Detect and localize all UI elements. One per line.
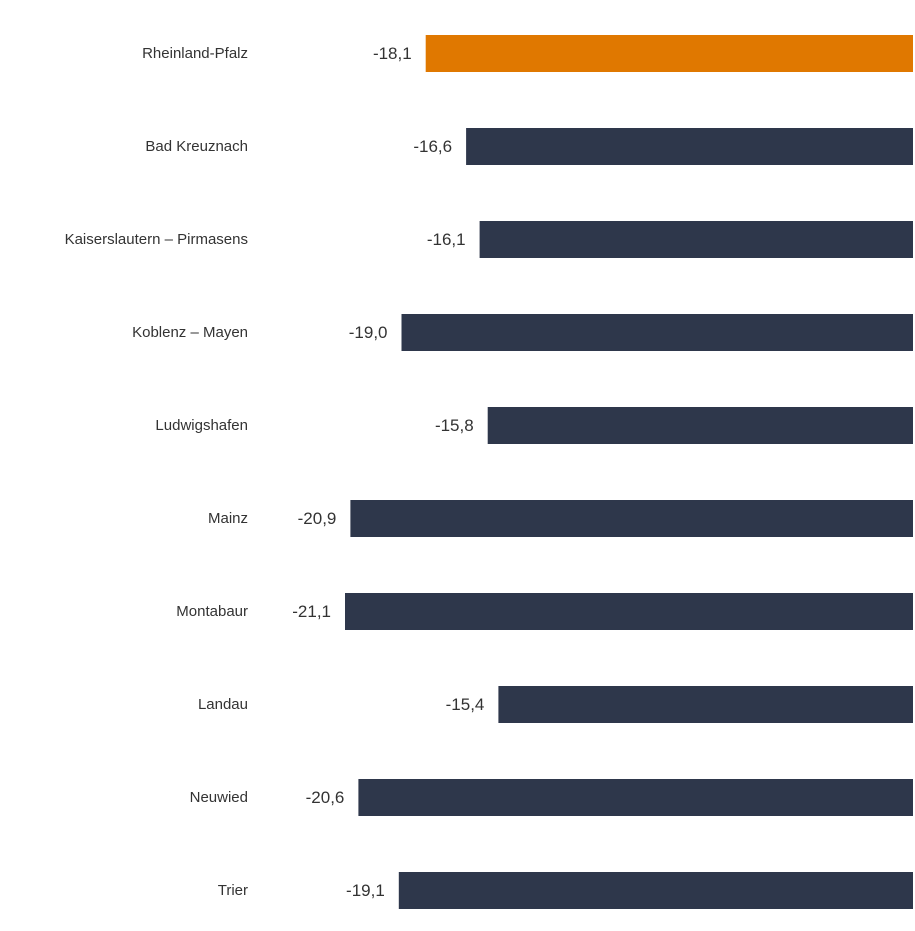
category-labels: Rheinland-Pfalz Bad Kreuznach Kaiserslaute… [65,45,248,899]
value-label-landau: -15,4 [446,695,485,714]
bar-trier [398,872,913,909]
value-label-mainz: -20,9 [298,509,337,528]
value-label-koblenz-mayen: -19,0 [349,323,388,342]
value-label-neuwied: -20,6 [306,788,345,807]
value-label-montabaur: -21,1 [292,602,331,621]
value-label-ludwigshafen: -15,8 [435,416,474,435]
value-labels: -18,1 -16,6 -16,1 -19,0 -15,8 -20,9 -21,1 -15,4… [292,44,484,900]
bar-montabaur [345,593,913,630]
bar-neuwied [358,779,913,816]
category-label-ludwigshafen: Ludwigshafen [155,417,248,434]
category-label-trier: Trier [218,882,248,899]
bar-koblenz-mayen [401,314,913,351]
category-label-montabaur: Montabaur [176,603,248,620]
category-label-neuwied: Neuwied [190,789,248,806]
category-label-landau: Landau [198,696,248,713]
bars [345,35,913,909]
value-label-rheinland-pfalz: -18,1 [373,44,412,63]
category-label-mainz: Mainz [208,510,248,527]
bar-rheinland-pfalz [425,35,913,72]
value-label-kaiserslautern-pirmasens: -16,1 [427,230,466,249]
bar-landau [498,686,913,723]
value-label-bad-kreuznach: -16,6 [413,137,452,156]
bar-mainz [350,500,913,537]
bar-ludwigshafen [487,407,913,444]
value-label-trier: -19,1 [346,881,385,900]
category-label-bad-kreuznach: Bad Kreuznach [145,138,248,155]
category-label-rheinland-pfalz: Rheinland-Pfalz [142,45,248,62]
category-label-kaiserslautern-pirmasens: Kaiserslautern – Pirmasens [65,231,248,248]
category-label-koblenz-mayen: Koblenz – Mayen [132,324,248,341]
bar-bad-kreuznach [466,128,913,165]
bar-kaiserslautern-pirmasens [479,221,913,258]
